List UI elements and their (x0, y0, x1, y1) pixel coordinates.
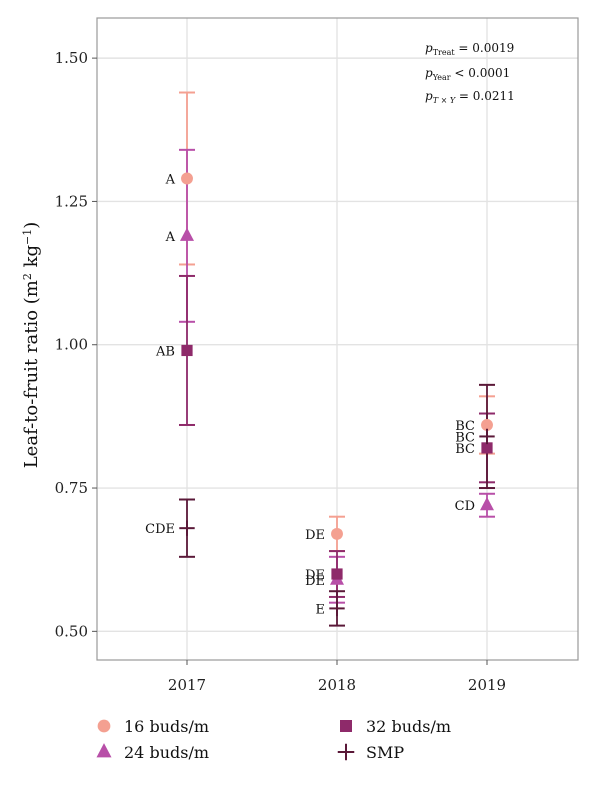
significance-letter: BC (455, 430, 475, 445)
significance-letter: AB (155, 344, 175, 359)
legend-swatch (340, 720, 352, 732)
data-point (331, 527, 343, 540)
significance-letter: CDE (145, 522, 175, 537)
y-tick-label: 1.50 (55, 49, 88, 67)
data-point (331, 568, 343, 580)
x-axis: 2017 2018 2019 (168, 660, 506, 694)
significance-letter: DE (305, 574, 325, 589)
data-point (481, 442, 493, 454)
data-point (481, 419, 493, 431)
legend-label: SMP (366, 743, 404, 762)
stats-annotation: pTreat = 0.0019 pYear < 0.0001 pT × Y = … (425, 41, 515, 105)
legend-swatch (97, 719, 111, 733)
significance-letter: E (316, 602, 326, 617)
y-axis: 0.50 0.75 1.00 1.25 1.50 (55, 49, 97, 640)
significance-letter: A (165, 173, 176, 188)
stat-treat: pTreat = 0.0019 (425, 41, 514, 57)
legend-label: 32 buds/m (366, 717, 451, 736)
data-point (480, 496, 494, 511)
legend-label: 24 buds/m (124, 743, 209, 762)
significance-letter: CD (455, 499, 475, 514)
significance-letter: DE (305, 568, 325, 583)
significance-letter: BC (455, 442, 475, 457)
data-point (180, 227, 194, 241)
legend-label: 16 buds/m (124, 717, 209, 736)
y-tick-label: 0.75 (55, 479, 88, 497)
data-point (181, 344, 193, 357)
significance-letter: A (165, 230, 176, 245)
significance-letter: DE (305, 528, 325, 543)
significance-letters: A DE BC A DE CD AB DE BC CDE E BC (145, 173, 475, 618)
y-axis-label: Leaf-to-fruit ratio (m2 kg−1) (21, 222, 43, 469)
y-tick-label: 1.25 (55, 192, 88, 210)
legend: 16 buds/m 24 buds/m 32 buds/m SMP (96, 717, 451, 762)
markers (179, 172, 495, 617)
data-point (181, 172, 193, 185)
stat-year: pYear < 0.0001 (425, 66, 510, 82)
y-tick-label: 1.00 (55, 336, 88, 354)
x-tick-label: 2018 (318, 676, 356, 694)
x-tick-label: 2019 (468, 676, 506, 694)
legend-swatch (96, 743, 112, 758)
significance-letter: BC (455, 419, 475, 434)
y-tick-label: 0.50 (55, 622, 88, 640)
stat-interaction: pT × Y = 0.0211 (425, 89, 515, 105)
x-tick-label: 2017 (168, 676, 206, 694)
